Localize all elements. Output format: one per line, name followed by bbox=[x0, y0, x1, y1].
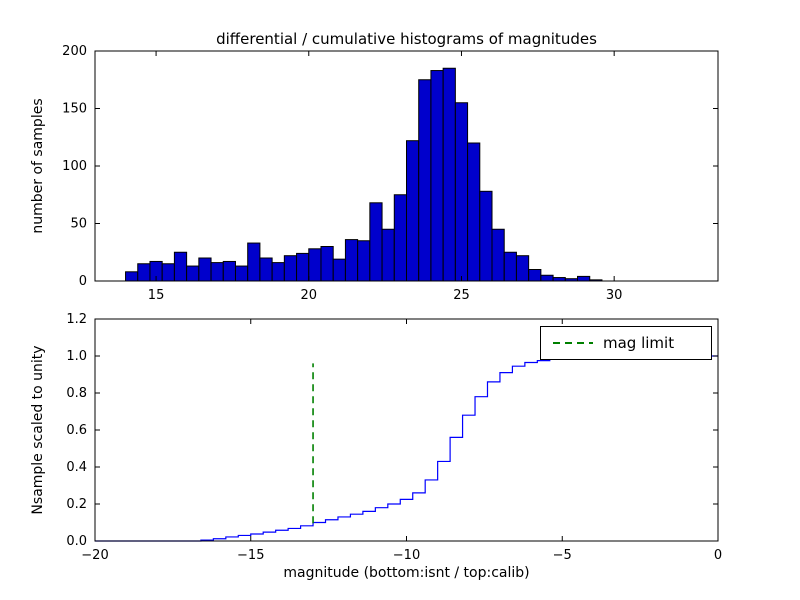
svg-text:1.2: 1.2 bbox=[66, 312, 87, 327]
svg-text:1.0: 1.0 bbox=[66, 349, 87, 364]
svg-text:150: 150 bbox=[62, 102, 87, 117]
svg-text:200: 200 bbox=[62, 44, 87, 59]
svg-text:0.6: 0.6 bbox=[66, 423, 87, 438]
svg-text:−15: −15 bbox=[237, 548, 264, 563]
svg-text:−10: −10 bbox=[393, 548, 420, 563]
cumulative-step-line bbox=[95, 355, 718, 542]
svg-text:100: 100 bbox=[62, 159, 87, 174]
top-y-axis-label: number of samples bbox=[30, 98, 46, 234]
svg-text:0.2: 0.2 bbox=[66, 497, 87, 512]
svg-text:50: 50 bbox=[70, 217, 87, 232]
svg-text:30: 30 bbox=[606, 288, 623, 303]
histogram-bars bbox=[125, 67, 603, 282]
svg-text:25: 25 bbox=[453, 288, 470, 303]
svg-text:20: 20 bbox=[301, 288, 318, 303]
svg-text:0: 0 bbox=[79, 274, 87, 289]
svg-text:0.8: 0.8 bbox=[66, 386, 87, 401]
svg-text:0: 0 bbox=[714, 548, 722, 563]
svg-text:15: 15 bbox=[148, 288, 165, 303]
svg-text:−5: −5 bbox=[553, 548, 572, 563]
svg-text:0.0: 0.0 bbox=[66, 534, 87, 549]
figure-title: differential / cumulative histograms of … bbox=[216, 30, 597, 48]
svg-text:−20: −20 bbox=[81, 548, 108, 563]
legend-entry-mag-limit: mag limit bbox=[603, 334, 675, 352]
svg-text:0.4: 0.4 bbox=[66, 460, 87, 475]
legend-box: mag limit bbox=[540, 326, 712, 360]
bottom-x-axis-label: magnitude (bottom:isnt / top:calib) bbox=[283, 565, 530, 581]
bottom-y-axis-label: Nsample scaled to unity bbox=[30, 345, 46, 515]
legend-dashed-line-icon bbox=[553, 342, 593, 344]
